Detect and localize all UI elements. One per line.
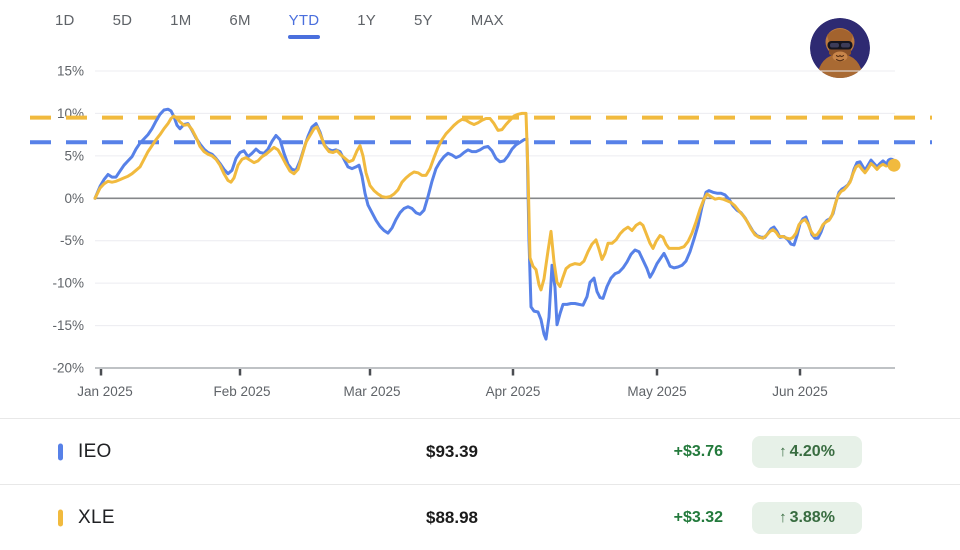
y-axis-label: 10%	[57, 106, 84, 121]
up-arrow-icon: ↑	[779, 509, 787, 526]
price-value: $93.39	[426, 441, 478, 461]
x-axis-label: Apr 2025	[486, 384, 541, 399]
endpoint-dot-xle	[887, 158, 901, 172]
x-axis-label: May 2025	[627, 384, 686, 399]
x-axis-label: Mar 2025	[343, 384, 400, 399]
tab-1y[interactable]: 1Y	[338, 4, 395, 37]
series-line-xle[interactable]	[93, 111, 895, 292]
series-color-marker-ieo	[58, 443, 63, 460]
tab-1m[interactable]: 1M	[151, 4, 210, 37]
tab-ytd[interactable]: YTD	[270, 4, 339, 37]
y-axis-label: -5%	[60, 233, 84, 248]
y-axis-label: 5%	[64, 148, 84, 163]
gorilla-sunglasses-avatar-image	[810, 18, 870, 78]
ticker-label: XLE	[78, 506, 115, 528]
tab-max[interactable]: MAX	[452, 4, 523, 37]
ticker-label: IEO	[78, 440, 112, 462]
x-axis-label: Feb 2025	[213, 384, 270, 399]
series-color-marker-xle	[58, 509, 63, 526]
y-axis-label: 0%	[64, 191, 84, 206]
quote-row-xle[interactable]: XLE $88.98 +$3.32 ↑ 3.88%	[0, 484, 960, 550]
y-axis-label: -10%	[52, 276, 84, 291]
y-axis-label: 15%	[57, 64, 84, 79]
tab-6m[interactable]: 6M	[210, 4, 269, 37]
endpoint-dot-ieo	[886, 157, 896, 168]
price-value: $88.98	[426, 507, 478, 527]
change-value: +$3.32	[673, 508, 723, 526]
profile-avatar[interactable]	[810, 18, 870, 78]
change-value: +$3.76	[673, 442, 723, 460]
percent-change-badge: ↑ 3.88%	[752, 501, 862, 534]
x-axis-label: Jan 2025	[77, 384, 133, 399]
time-range-tabs: 1D 5D 1M 6M YTD 1Y 5Y MAX	[36, 4, 523, 37]
y-axis-label: -15%	[52, 318, 84, 333]
quote-row-ieo[interactable]: IEO $93.39 +$3.76 ↑ 4.20%	[0, 418, 960, 484]
percent-change-badge: ↑ 4.20%	[752, 435, 862, 468]
tab-5d[interactable]: 5D	[94, 4, 152, 37]
percent-change-value: 4.20%	[789, 442, 835, 460]
up-arrow-icon: ↑	[779, 443, 787, 460]
y-axis-label: -20%	[52, 361, 84, 376]
quote-table: IEO $93.39 +$3.76 ↑ 4.20% XLE $88.98 +$3…	[0, 418, 960, 550]
percent-change-value: 3.88%	[789, 508, 835, 526]
tab-5y[interactable]: 5Y	[395, 4, 452, 37]
x-axis-label: Jun 2025	[772, 384, 828, 399]
tab-1d[interactable]: 1D	[36, 4, 94, 37]
series-line-ieo[interactable]	[93, 107, 893, 341]
